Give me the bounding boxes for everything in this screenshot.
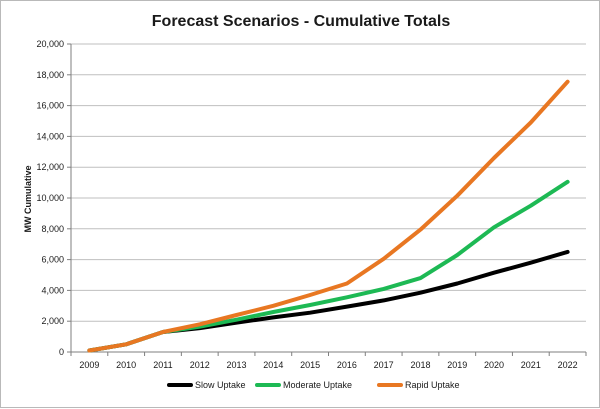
y-tick-label-8000: 8,000 xyxy=(41,224,64,234)
legend: Slow Uptake Moderate Uptake Rapid Uptake xyxy=(169,380,460,390)
series-line-moderate-uptake xyxy=(89,182,567,351)
x-tick-label-2009: 2009 xyxy=(79,360,99,370)
y-tick-label-16000: 16,000 xyxy=(36,101,64,111)
y-tick-label-18000: 18,000 xyxy=(36,70,64,80)
gridlines xyxy=(67,44,586,352)
x-tick-label-2016: 2016 xyxy=(337,360,357,370)
y-tick-labels: 0 2,000 4,000 6,000 8,000 10,000 12,000 14,000 1… xyxy=(36,39,64,357)
y-tick-label-20000: 20,000 xyxy=(36,39,64,49)
x-tick-label-2021: 2021 xyxy=(521,360,541,370)
chart-title: Forecast Scenarios - Cumulative Totals xyxy=(152,13,451,30)
x-tick-label-2013: 2013 xyxy=(227,360,247,370)
x-tick-label-2012: 2012 xyxy=(190,360,210,370)
x-tick-label-2020: 2020 xyxy=(484,360,504,370)
legend-label-rapid-uptake: Rapid Uptake xyxy=(405,380,460,390)
legend-label-moderate-uptake: Moderate Uptake xyxy=(283,380,352,390)
x-tick-label-2010: 2010 xyxy=(116,360,136,370)
y-tick-label-10000: 10,000 xyxy=(36,193,64,203)
x-tick-label-2014: 2014 xyxy=(263,360,283,370)
legend-label-slow-uptake: Slow Uptake xyxy=(195,380,246,390)
y-tick-label-14000: 14,000 xyxy=(36,131,64,141)
y-tick-label-2000: 2,000 xyxy=(41,316,64,326)
x-tick-label-2022: 2022 xyxy=(558,360,578,370)
x-tick-label-2011: 2011 xyxy=(153,360,172,370)
x-tick-label-2015: 2015 xyxy=(300,360,320,370)
y-tick-label-12000: 12,000 xyxy=(36,162,64,172)
y-tick-label-4000: 4,000 xyxy=(41,285,64,295)
y-tick-label-0: 0 xyxy=(59,347,64,357)
x-tick-label-2019: 2019 xyxy=(447,360,467,370)
x-tick-labels: 2009 2010 2011 2012 2013 2014 2015 2016 2017 2018… xyxy=(79,360,577,370)
x-tick-label-2017: 2017 xyxy=(374,360,394,370)
series-lines xyxy=(89,82,567,351)
y-tick-label-6000: 6,000 xyxy=(41,255,64,265)
y-axis-label: MW Cumulative xyxy=(23,165,33,232)
x-tick-label-2018: 2018 xyxy=(410,360,430,370)
